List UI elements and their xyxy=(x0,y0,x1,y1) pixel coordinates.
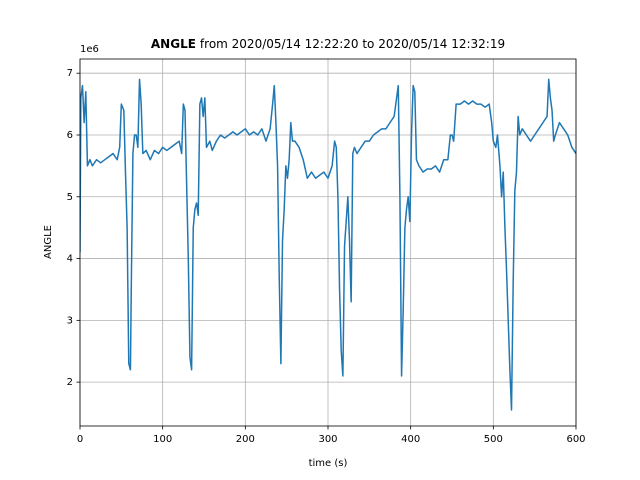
y-tick-label: 6 xyxy=(67,130,73,141)
y-tick-label: 2 xyxy=(67,377,73,388)
y-tick-label: 5 xyxy=(67,192,73,203)
chart-title: ANGLE from 2020/05/14 12:22:20 to 2020/05… xyxy=(151,37,505,51)
offset-label: 1e6 xyxy=(80,44,99,55)
plot-area xyxy=(80,78,576,411)
x-tick-label: 100 xyxy=(153,434,172,445)
x-tick-label: 600 xyxy=(566,434,585,445)
title-bold: ANGLE xyxy=(151,37,196,51)
x-tick-label: 200 xyxy=(236,434,255,445)
title-rest: from 2020/05/14 12:22:20 to 2020/05/14 1… xyxy=(200,37,505,51)
data-line xyxy=(80,78,576,411)
x-tick-label: 400 xyxy=(401,434,420,445)
grid xyxy=(79,59,577,426)
y-axis-label: ANGLE xyxy=(43,225,54,259)
y-tick-label: 7 xyxy=(67,68,73,79)
x-tick-label: 0 xyxy=(77,434,83,445)
ticks: 0 100 200 300 400 500 600 2 3 4 5 6 7 xyxy=(67,68,586,445)
x-tick-label: 300 xyxy=(318,434,337,445)
x-tick-label: 500 xyxy=(484,434,503,445)
x-axis-label: time (s) xyxy=(309,458,348,469)
y-tick-label: 4 xyxy=(67,254,73,265)
y-tick-label: 3 xyxy=(67,315,73,326)
